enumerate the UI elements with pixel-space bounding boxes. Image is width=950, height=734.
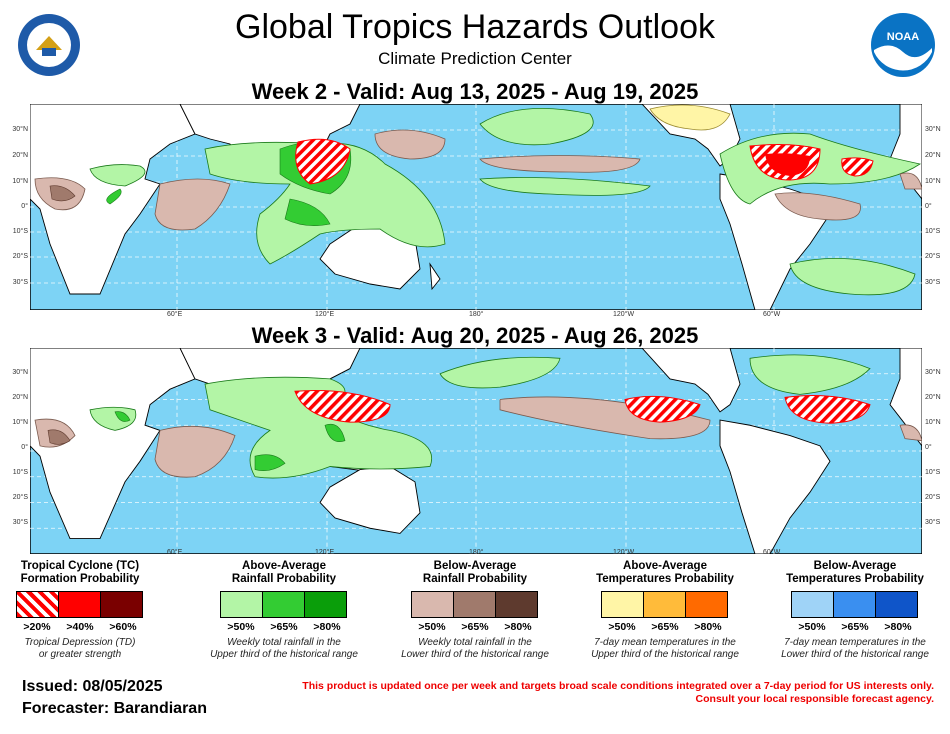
disclaimer: This product is updated once per week an… (302, 680, 934, 705)
noaa-logo: NOAA (871, 13, 935, 77)
issued-date: Issued: 08/05/2025 (22, 678, 163, 695)
week2-lon-labels: 60°E 120°E 180° 120°W 60°W (167, 311, 781, 318)
legend-swatch (262, 591, 305, 618)
legend-swatch (220, 591, 263, 618)
legend-above-temp: Above-Average Temperatures Probability >… (591, 560, 739, 660)
legend-swatch (685, 591, 728, 618)
legend-swatch (643, 591, 686, 618)
week3-lon-labels: 60°E 120°E 180° 120°W 60°W (167, 549, 781, 556)
legend-swatch (875, 591, 918, 618)
week3-lat-labels-right: 30°N 20°N 10°N 0° 10°S 20°S 30°S (925, 369, 941, 526)
legend-below-rain: Below-Average Rainfall Probability >50% >… (401, 560, 549, 660)
legend-tc: Tropical Cyclone (TC) Formation Probabil… (0, 560, 175, 661)
week3-map (30, 348, 922, 554)
page-title: Global Tropics Hazards Outlook (235, 8, 715, 46)
legend-swatch (58, 591, 101, 618)
legend-swatch (16, 591, 59, 618)
legend-swatch (791, 591, 834, 618)
legend-swatch (411, 591, 454, 618)
legend-below-temp: Below-Average Temperatures Probability >… (781, 560, 929, 660)
legend-above-rain: Above-Average Rainfall Probability >50% >… (210, 560, 358, 660)
week2-lat-labels-right: 30°N 20°N 10°N 0° 10°S 20°S 30°S (925, 126, 941, 286)
week3-lat-labels-left: 30°N 20°N 10°N 0° 10°S 20°S 30°S (12, 369, 28, 526)
doc-seal-logo (18, 14, 80, 76)
forecaster-name: Forecaster: Barandiaran (22, 700, 207, 717)
week2-title: Week 2 - Valid: Aug 13, 2025 - Aug 19, 2… (251, 79, 699, 104)
legend-swatch (100, 591, 143, 618)
legend-swatch (833, 591, 876, 618)
svg-text:NOAA: NOAA (887, 31, 919, 43)
week2-lat-labels-left: 30°N 20°N 10°N 0° 10°S 20°S 30°S (12, 126, 28, 286)
legend-swatch (304, 591, 347, 618)
week3-title: Week 3 - Valid: Aug 20, 2025 - Aug 26, 2… (251, 323, 699, 348)
page-subtitle: Climate Prediction Center (378, 49, 572, 68)
legend-swatch (601, 591, 644, 618)
legend-swatch (453, 591, 496, 618)
week2-map: 30°N (30, 104, 922, 310)
legend-swatch (495, 591, 538, 618)
